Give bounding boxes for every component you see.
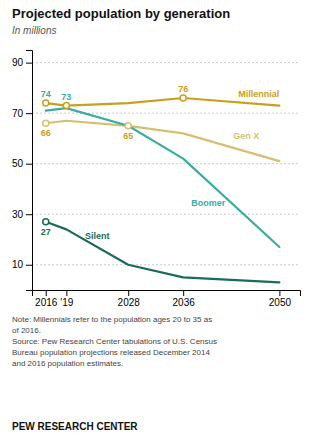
grid <box>32 63 300 265</box>
x-tick-mark <box>46 290 47 296</box>
x-tick-mark <box>279 290 280 296</box>
labels: 74 73 76 66 65 27 Millennial Gen X Boomer Silent <box>41 84 280 241</box>
x-tick: 2016 <box>35 290 58 308</box>
x-tick: 2050 <box>269 290 292 308</box>
series-label: Silent <box>85 231 110 241</box>
annotation: 76 <box>178 84 188 94</box>
y-tick-mark <box>26 164 32 165</box>
note-line: and 2016 population estimates. <box>12 359 123 368</box>
annotation: 66 <box>41 128 51 138</box>
note-line: of 2016. <box>12 326 41 335</box>
point <box>43 120 49 126</box>
y-tick: 70 <box>12 108 32 119</box>
y-tick-mark <box>26 113 32 114</box>
y-tick-label: 10 <box>12 259 24 270</box>
annotation: 74 <box>41 89 51 99</box>
x-tick-label: 2036 <box>173 297 196 308</box>
x-tick-label: 2016 <box>35 297 58 308</box>
x-axis-line <box>33 291 301 297</box>
series-label: Boomer <box>191 198 226 208</box>
x-tick-mark <box>183 290 184 296</box>
note-line: Source: Pew Research Center tabulations … <box>12 337 217 346</box>
annotation: 27 <box>41 227 51 237</box>
x-tick-label: '19 <box>60 297 73 308</box>
y-tick-mark <box>26 63 32 64</box>
grid-line <box>32 113 300 114</box>
series-label: Gen X <box>233 131 259 141</box>
point <box>125 123 131 129</box>
x-tick: '19 <box>60 290 73 308</box>
y-tick-label: 50 <box>12 158 24 169</box>
y-tick-mark <box>26 214 32 215</box>
grid-line <box>32 214 300 215</box>
x-tick-label: 2028 <box>118 297 141 308</box>
x-tick-mark <box>128 290 129 296</box>
x-tick-mark <box>66 290 67 296</box>
y-axis-line <box>26 51 33 291</box>
marks <box>43 95 280 282</box>
line <box>46 222 280 283</box>
line <box>46 98 280 106</box>
subtitle: In millions <box>12 25 56 36</box>
x-axis: 2016'19 2028 2036 2050 <box>33 290 301 308</box>
note-line: Note: Millennials refer to the populatio… <box>12 315 212 324</box>
grid-line <box>32 62 300 63</box>
x-tick-label: 2050 <box>269 297 292 308</box>
x-tick: 2036 <box>173 290 196 308</box>
title: Projected population by generation <box>12 6 230 21</box>
point <box>43 219 49 225</box>
y-tick: 50 <box>12 158 32 169</box>
y-tick-mark <box>26 265 32 266</box>
annotation: 73 <box>61 92 71 102</box>
y-tick: 90 <box>12 57 32 68</box>
point <box>63 103 69 109</box>
plot: 2016'19 2028 2036 2050 10 30 50 70 90 74 73 76 66 65 2… <box>12 51 301 309</box>
annotation: 65 <box>123 131 133 141</box>
note-line: Bureau population projections released D… <box>12 348 210 357</box>
line <box>46 108 280 247</box>
footer: PEW RESEARCH CENTER <box>12 421 138 432</box>
y-tick: 10 <box>12 259 32 270</box>
series-label: Millennial <box>238 89 279 99</box>
grid-line <box>32 163 300 164</box>
note: Note: Millennials refer to the populatio… <box>12 315 217 368</box>
y-tick: 30 <box>12 209 32 220</box>
point <box>180 95 186 101</box>
grid-line <box>32 264 300 265</box>
y-tick-label: 30 <box>12 209 24 220</box>
line <box>46 121 280 161</box>
y-axis: 10 30 50 70 90 <box>12 51 33 291</box>
x-tick: 2028 <box>118 290 141 308</box>
y-tick-label: 70 <box>12 108 24 119</box>
point <box>43 100 49 106</box>
y-tick-label: 90 <box>12 57 24 68</box>
chart-svg: Projected population by generation In mil… <box>0 0 310 444</box>
